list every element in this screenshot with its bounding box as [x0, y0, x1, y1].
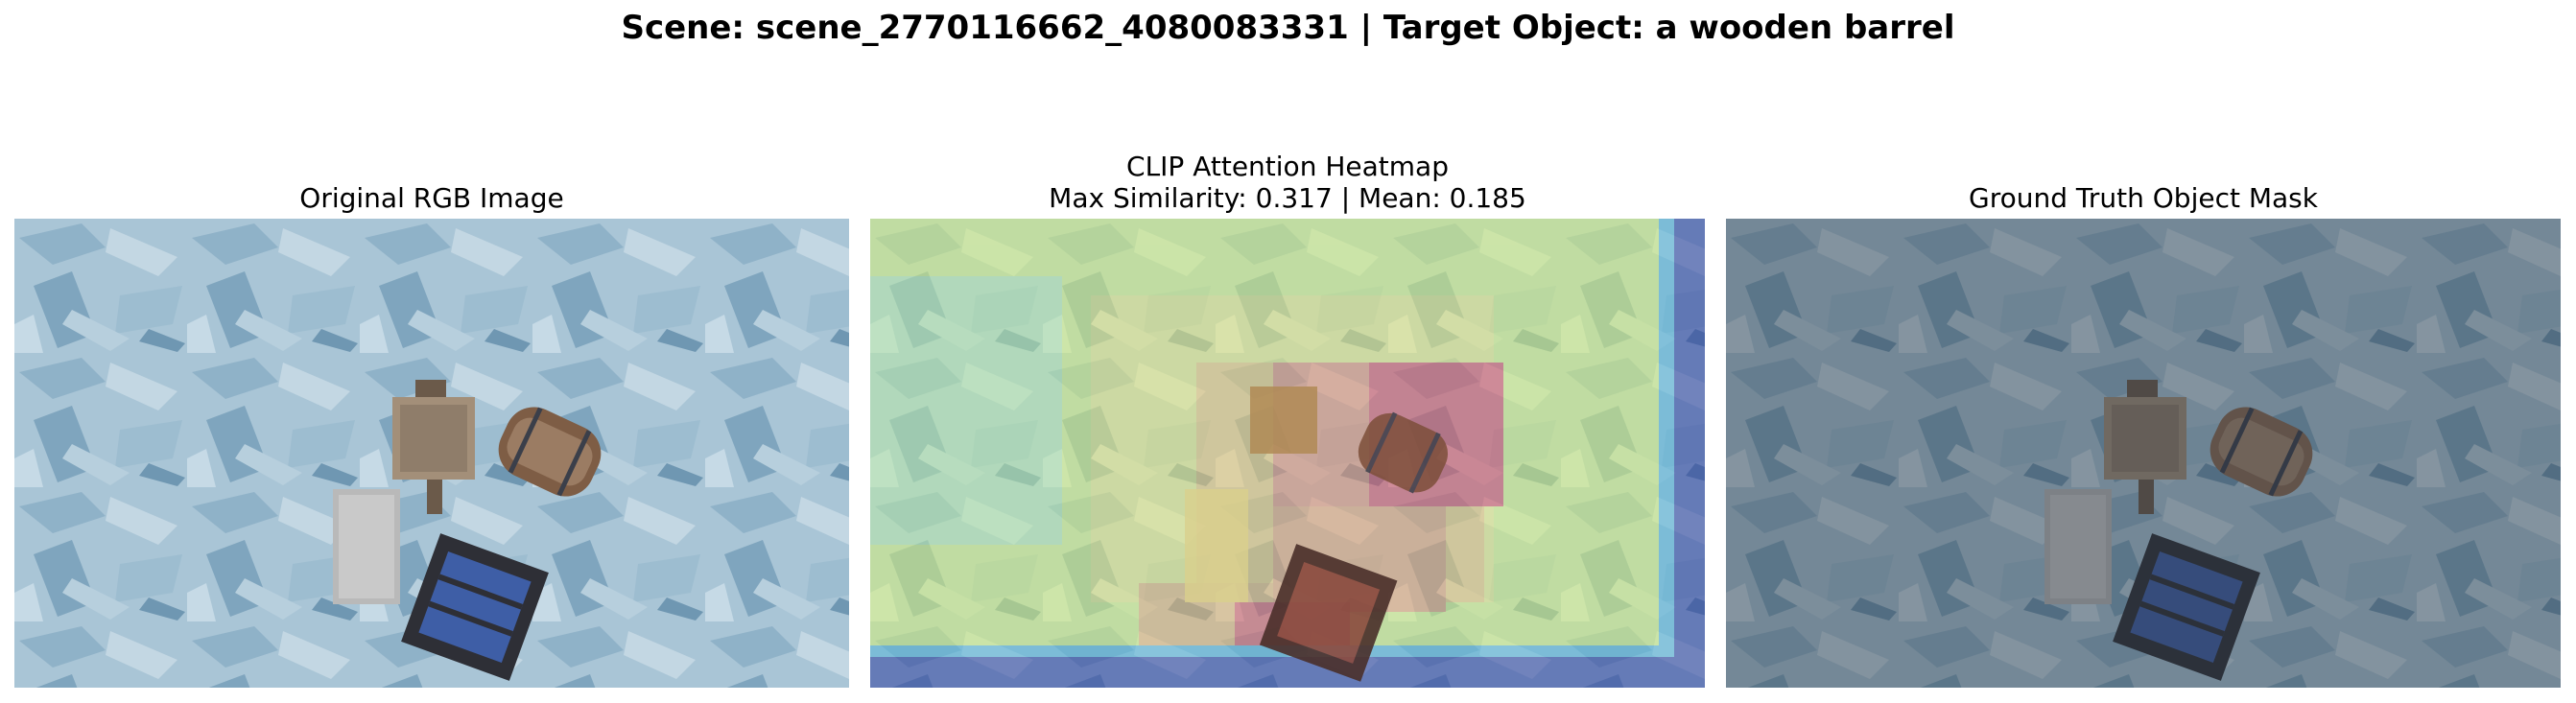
heatmap-image — [870, 219, 1705, 688]
mask-panel — [1726, 219, 2561, 688]
panel-title-heatmap-line2: Max Similarity: 0.317 | Mean: 0.185 — [1049, 182, 1526, 214]
wooden-barrel — [1358, 411, 1449, 494]
plank — [1185, 489, 1248, 602]
rgb-image-panel — [14, 219, 849, 688]
wooden-barrel — [2210, 407, 2313, 497]
lantern — [401, 533, 549, 681]
lantern — [1259, 544, 1398, 682]
panel-title-rgb: Original RGB Image — [299, 182, 564, 214]
panel-title-heatmap-line1: CLIP Attention Heatmap — [1126, 151, 1449, 182]
rgb-image — [14, 219, 849, 688]
heatmap-panel — [870, 219, 1705, 688]
mask-image — [1726, 219, 2561, 688]
wooden-barrel — [498, 407, 602, 497]
crate — [1250, 387, 1317, 454]
figure-title: Scene: scene_2770116662_4080083331 | Tar… — [621, 9, 1955, 47]
lantern — [2113, 533, 2260, 681]
panel-title-mask: Ground Truth Object Mask — [1969, 182, 2318, 214]
mask-dim-overlay — [1726, 219, 2561, 688]
